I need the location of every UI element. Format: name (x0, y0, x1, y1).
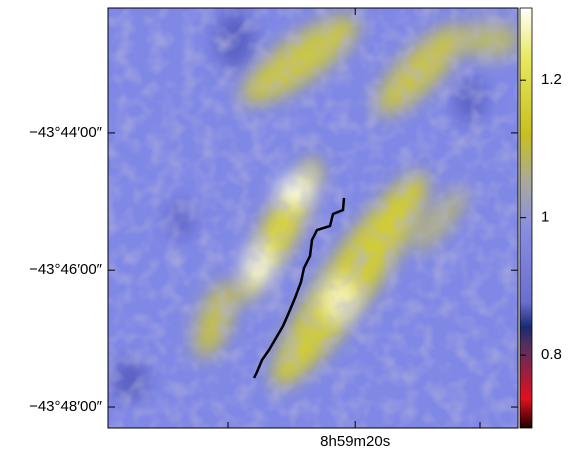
x-tick-label: 8h59m20s (320, 433, 390, 450)
y-tick-label: −43°48′00″ (29, 398, 103, 415)
colorbar-tick-label: 1.2 (541, 71, 562, 88)
colorbar-tick-label: 0.8 (541, 346, 562, 363)
frame (107, 7, 519, 429)
colorbar-tick-label: 1 (541, 209, 549, 226)
contour (252, 197, 346, 379)
y-tick-label: −43°46′00″ (29, 261, 103, 278)
sky-image (108, 8, 518, 428)
y-tick-label: −43°44′00″ (29, 124, 103, 141)
